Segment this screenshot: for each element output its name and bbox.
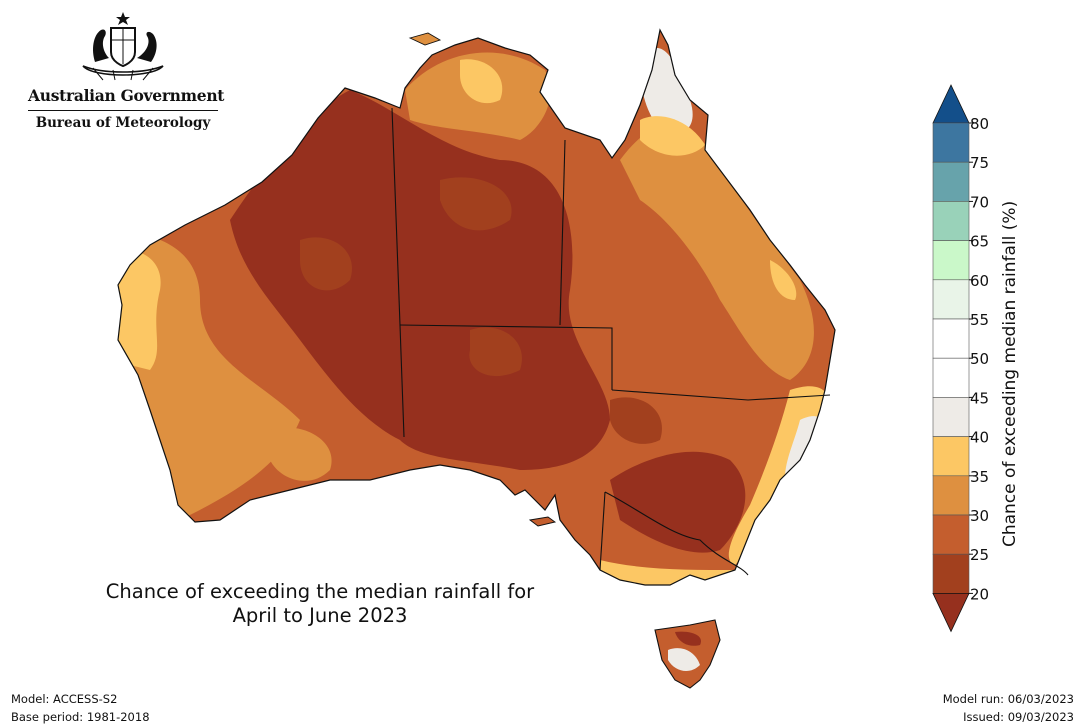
model-name: Model: ACCESS-S2 xyxy=(11,692,118,706)
colorbar-band xyxy=(932,122,970,163)
colorbar-bottom-arrow xyxy=(932,593,970,633)
colorbar-band xyxy=(932,357,970,398)
kangaroo-island xyxy=(528,516,557,527)
colorbar-title: Chance of exceeding median rainfall (%) xyxy=(1000,200,1020,547)
map-title: Chance of exceeding the median rainfall … xyxy=(60,580,580,628)
state-borders xyxy=(391,107,831,576)
colorbar-band xyxy=(932,514,970,555)
colorbar-tick-label: 25 xyxy=(970,546,989,564)
footer-right: Model run: 06/03/2023 Issued: 09/03/2023 xyxy=(943,690,1074,726)
tasmania xyxy=(654,619,721,689)
colorbar-top-arrow xyxy=(932,84,970,124)
colorbar-band xyxy=(932,201,970,241)
colorbar-band xyxy=(932,475,970,516)
colorbar-tick-label: 55 xyxy=(970,311,989,329)
model-run: Model run: 06/03/2023 xyxy=(942,692,1074,706)
bureau-name: Bureau of Meteorology xyxy=(35,115,211,131)
map-title-line-1: Chance of exceeding the median rainfall … xyxy=(105,580,535,603)
issued-date: Issued: 09/03/2023 xyxy=(963,710,1074,724)
colorbar-tick-label: 45 xyxy=(970,389,989,407)
colorbar-tick-label: 40 xyxy=(970,429,989,447)
colorbar-tick-label: 20 xyxy=(970,585,989,603)
base-period: Base period: 1981-2018 xyxy=(11,710,150,724)
colorbar-band xyxy=(932,161,970,202)
colorbar-band xyxy=(932,553,970,594)
melville-island xyxy=(408,32,442,46)
colorbar-band xyxy=(932,240,970,281)
government-logo: Australian Government Bureau of Meteorol… xyxy=(28,10,224,131)
government-name: Australian Government xyxy=(28,86,224,111)
australia-map xyxy=(117,29,836,689)
colorbar-band xyxy=(932,397,970,437)
colorbar-tick-label: 50 xyxy=(970,350,989,368)
colorbar-tick-label: 70 xyxy=(970,193,989,211)
coat-of-arms-icon xyxy=(82,12,164,81)
colorbar: 80 75 70 65 60 55 50 45 40 35 30 25 20 xyxy=(932,84,989,633)
colorbar-band xyxy=(932,318,970,359)
colorbar-tick-label: 60 xyxy=(970,272,989,290)
footer-left: Model: ACCESS-S2 Base period: 1981-2018 xyxy=(11,690,150,726)
colorbar-tick-label: 65 xyxy=(970,233,989,251)
colorbar-tick-label: 30 xyxy=(970,507,989,525)
map-title-line-2: April to June 2023 xyxy=(232,604,408,627)
colorbar-tick-label: 80 xyxy=(970,115,989,133)
colorbar-tick-label: 75 xyxy=(970,154,989,172)
colorbar-tick-label: 35 xyxy=(970,468,989,486)
colorbar-band xyxy=(932,436,970,477)
colorbar-band xyxy=(932,279,970,320)
